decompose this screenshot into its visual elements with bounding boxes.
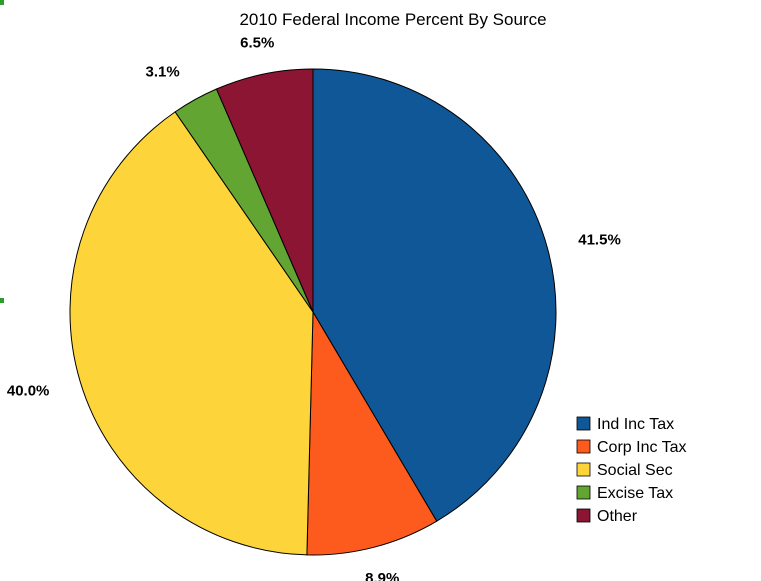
slice-corp-inc-tax: [306, 310, 438, 556]
slice-social-sec: [69, 111, 314, 556]
legend-label-ind-inc-tax: Ind Inc Tax: [597, 416, 674, 433]
slice-label-other: 6.5%: [240, 35, 274, 52]
legend-label-corp-inc-tax: Corp Inc Tax: [597, 439, 687, 456]
legend-swatch-ind-inc-tax: [576, 416, 591, 431]
slice-label-ind-inc-tax: 41.5%: [578, 231, 621, 248]
selection-handle-middle[interactable]: [0, 298, 4, 303]
chart-title: 2010 Federal Income Percent By Source: [239, 10, 546, 29]
legend-label-social-sec: Social Sec: [597, 462, 673, 479]
selection-handle-top[interactable]: [0, 0, 4, 5]
slice-ind-inc-tax: [312, 68, 557, 522]
legend-label-excise-tax: Excise Tax: [597, 485, 673, 502]
legend: Ind Inc Tax Corp Inc Tax Social Sec Excise …: [576, 416, 687, 525]
legend-swatch-corp-inc-tax: [576, 439, 591, 454]
legend-swatch-other: [576, 508, 591, 523]
legend-label-other: Other: [597, 508, 638, 525]
slice-labels: 41.5% 8.9% 40.0% 3.1% 6.5%: [7, 35, 621, 581]
slice-label-social-sec: 40.0%: [7, 382, 50, 399]
legend-swatch-excise-tax: [576, 485, 591, 500]
slice-label-excise-tax: 3.1%: [146, 63, 180, 80]
legend-swatch-social-sec: [576, 462, 591, 477]
slice-other: [215, 68, 314, 313]
slice-label-corp-inc-tax: 8.9%: [365, 570, 399, 581]
pie-slices: [69, 68, 557, 556]
